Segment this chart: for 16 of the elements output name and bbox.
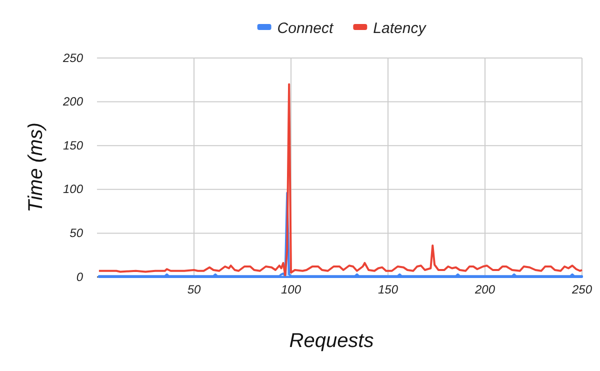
x-axis-title: Requests (289, 330, 374, 352)
y-axis-title: Time (ms) (25, 122, 47, 212)
x-tick-label: 50 (187, 282, 201, 297)
legend-label: Connect (277, 20, 334, 37)
line-series (98, 83, 583, 276)
y-tick-label: 150 (62, 138, 84, 152)
legend-label: Latency (373, 20, 428, 37)
x-tick-label: 100 (280, 282, 302, 297)
y-tick-label: 100 (62, 182, 84, 196)
y-tick-label: 0 (76, 270, 84, 284)
x-tick-label: 150 (378, 282, 398, 297)
y-tick-label: 250 (62, 50, 84, 65)
y-tick-label: 200 (62, 94, 84, 109)
x-tick-label: 200 (474, 282, 496, 297)
x-tick-label: 250 (570, 282, 592, 297)
y-tick-label: 50 (70, 226, 84, 240)
